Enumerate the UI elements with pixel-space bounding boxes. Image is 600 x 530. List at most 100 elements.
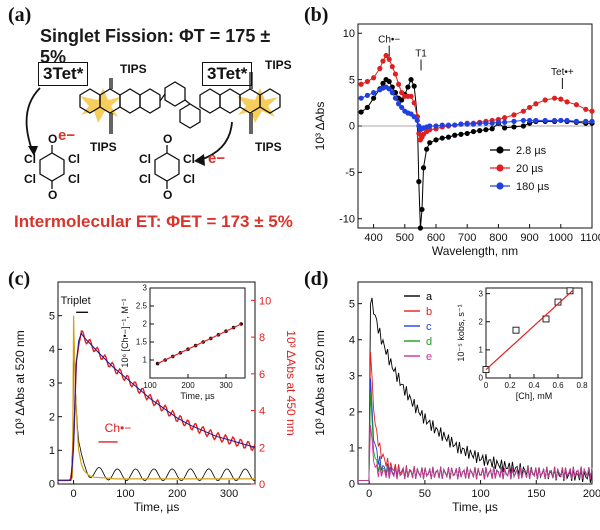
ch-anion-trace [58,330,256,481]
data-point [527,117,533,124]
data-point [458,121,464,127]
et-arrowhead-right [194,154,205,166]
data-point [380,80,386,86]
y-tick-label: 1.5 [136,338,148,347]
y2-tick-label: 10 [259,295,271,307]
data-point [564,99,570,105]
data-point [358,81,364,87]
x-tick-label: 1000 [549,232,573,244]
data-point [495,119,501,125]
decay-trace [358,297,593,483]
chloranil-left [39,145,65,189]
et-arrow-right [199,121,233,161]
y-tick-label: -10 [339,213,355,225]
y-tick-label: 3 [479,289,484,298]
data-point [511,118,517,124]
data-point [420,165,427,171]
data-point [439,135,445,141]
inset-fit-line [157,323,242,365]
legend-marker [496,164,504,172]
data-point [411,100,417,106]
x-tick-label: 0.6 [552,381,564,390]
data-point [511,124,517,130]
y-axis-label: 10³ ΔAbs [313,102,327,151]
et-arrow-left [25,87,41,151]
x-tick-label: 200 [168,488,186,500]
data-point [542,97,548,103]
data-point [424,146,430,152]
x-tick-label: 1100 [580,232,600,244]
y-axis-label: 10⁶ [Ch•−]⁻¹, M⁻¹ [120,298,130,367]
panel-a: (a) Singlet Fission: ΦT = 175 ± 5% 3Tet*… [0,0,300,255]
y-tick-label: 5 [349,298,355,310]
data-point [395,81,402,87]
o-bottom-right: O [163,188,173,202]
electron-label-left: e− [58,127,76,144]
x-tick-label: 0.4 [528,381,540,390]
data-point [389,64,395,70]
x-tick-label: 150 [527,488,545,500]
y2-tick-label: 8 [259,332,265,344]
data-point [414,117,420,124]
data-point [573,102,579,108]
y-tick-label: 4 [349,334,355,346]
data-point [364,78,370,85]
x-tick-label: 800 [489,232,507,244]
panel-b-label: (b) [304,4,329,26]
y-tick-label: 4 [49,344,55,356]
tetracene-left [79,78,161,134]
x-tick-label: 300 [219,381,233,390]
data-point [520,108,526,114]
cl-2-left: Cl [68,152,80,166]
data-point [502,119,508,125]
inset-fit-line [485,290,573,371]
panel-c-label: (c) [8,268,31,290]
ch-annotation: Ch•− [105,421,132,435]
inset-data-point [554,298,562,306]
data-point [386,86,392,92]
y2-tick-label: 4 [259,406,265,418]
data-point [458,131,464,137]
legend-label: 2.8 µs [516,145,547,157]
data-point [386,78,392,85]
headline-prefix: Singlet Fission: [40,26,180,46]
legend-label: 180 µs [516,181,550,193]
data-point [452,122,458,128]
y-tick-label: 3 [49,378,55,390]
data-point [389,90,395,96]
data-point [533,117,539,124]
x-tick-label: 0 [366,488,372,500]
y-tick-label: 0 [349,121,355,133]
data-point [464,121,470,127]
tips-bottom-left: TIPS [90,140,117,154]
data-point [470,128,477,135]
legend-marker [496,182,504,190]
y-tick-label: 1 [143,356,148,365]
x-tick-label: 200 [181,381,195,390]
y-axis-label: 10³ ΔAbs at 520 nm [313,330,327,435]
data-point [520,117,526,124]
y-axis-label: 10⁻⁵ kobs, s⁻¹ [456,304,466,361]
biphenyl-linker [159,81,201,129]
tet-star-box-right: 3Tet* [202,62,253,86]
y-tick-label: 0 [479,374,484,383]
data-point [589,118,595,124]
y2-tick-label: 0 [259,479,265,491]
x-axis-label: Time, µs [180,391,215,401]
y-tick-label: 2 [49,411,55,423]
peak-annotation: Tet•+ [551,67,574,78]
cl-1-right: Cl [139,152,151,166]
data-point [411,114,417,120]
cl-3-left: Cl [24,172,36,186]
legend-label: e [426,351,432,363]
data-point [433,137,439,143]
x-tick-label: 100 [471,488,489,500]
y-axis-label: 10³ ΔAbs at 520 nm [13,330,27,435]
x-axis-label: Time, µs [452,500,498,514]
data-point [439,122,445,128]
o-top-right: O [163,132,173,146]
data-point [445,134,452,140]
intermolecular-et-footer: Intermolecular ET: ΦET = 173 ± 5% [14,212,293,231]
data-point [445,122,452,128]
